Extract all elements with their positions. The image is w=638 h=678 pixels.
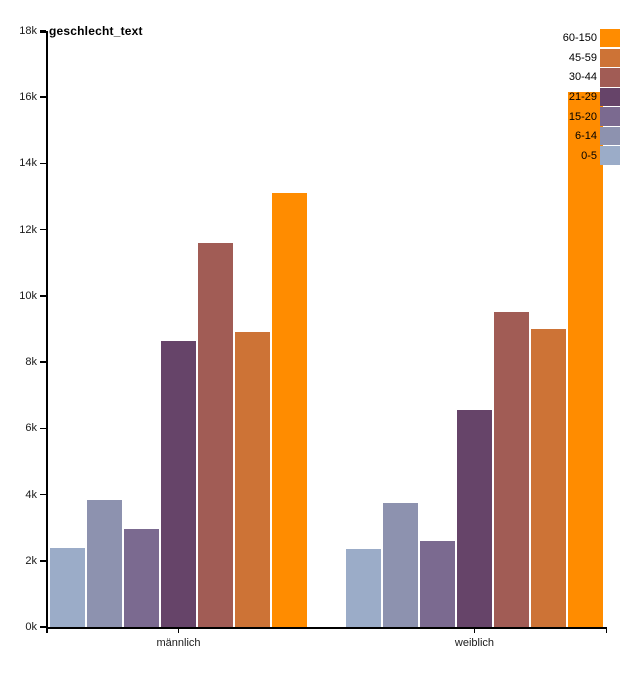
y-axis-top-tick: [40, 31, 46, 33]
y-tick-mark: [40, 96, 46, 98]
y-tick-label: 12k: [19, 223, 37, 236]
bar-männlich-15-20[interactable]: [124, 529, 159, 627]
legend-swatch: [600, 48, 620, 67]
legend-label: 45-59: [568, 51, 597, 64]
legend-item-60-150[interactable]: 60-150: [562, 29, 620, 48]
legend-label: 0-5: [581, 149, 597, 162]
legend-label: 21-29: [568, 90, 597, 103]
bar-weiblich-60-150[interactable]: [568, 92, 603, 627]
legend-item-30-44[interactable]: 30-44: [563, 68, 620, 87]
y-tick-label: 14k: [19, 157, 37, 170]
legend-label: 15-20: [568, 110, 597, 123]
bar-weiblich-15-20[interactable]: [420, 540, 455, 627]
bar-männlich-60-150[interactable]: [272, 193, 307, 627]
bar-männlich-30-44[interactable]: [198, 242, 233, 627]
y-tick-mark: [40, 361, 46, 363]
chart-title: geschlecht_text: [49, 24, 143, 38]
y-tick-label: 2k: [25, 554, 37, 567]
y-tick-label: 4k: [25, 488, 37, 501]
legend-item-21-29[interactable]: 21-29: [563, 87, 620, 107]
y-tick-label: 18k: [19, 25, 37, 37]
y-tick-mark: [40, 493, 46, 496]
bar-männlich-0-5[interactable]: [50, 547, 85, 627]
x-axis-end-tick: [605, 627, 607, 633]
legend-label: 6-14: [574, 130, 597, 143]
y-tick-mark: [40, 228, 46, 231]
legend-label: 60-150: [562, 32, 597, 45]
legend-swatch: [600, 126, 620, 146]
legend-item-15-20[interactable]: 15-20: [563, 107, 620, 126]
x-tick-mark: [473, 627, 476, 633]
legend-swatch: [600, 68, 620, 87]
legend-swatch: [600, 29, 620, 48]
y-axis: [46, 31, 48, 633]
y-tick-mark: [40, 626, 46, 628]
x-tick-mark: [177, 627, 180, 633]
y-tick-mark: [40, 560, 46, 562]
legend-item-0-5[interactable]: 0-5: [563, 146, 620, 165]
legend-item-45-59[interactable]: 45-59: [563, 48, 620, 67]
legend-swatch: [600, 146, 620, 165]
bar-männlich-45-59[interactable]: [235, 332, 270, 627]
y-tick-mark: [40, 30, 46, 32]
plot-area: 0k 2k 4k 6k 8k 10k 12k 14k 16k 18k männlich weibli…: [19, 25, 607, 649]
y-tick-label: 16k: [19, 91, 37, 104]
y-tick-label: 8k: [25, 356, 37, 369]
y-tick-label: 10k: [19, 289, 37, 302]
x-group-label-männlich: männlich: [156, 637, 201, 649]
y-tick-mark: [40, 295, 46, 297]
y-tick-mark: [40, 427, 46, 430]
legend-label: 30-44: [568, 71, 597, 84]
x-axis: [46, 627, 607, 629]
legend: 60-150 45-59 30-44 21-29 15-20 6-14 0-5: [563, 29, 620, 166]
bar-männlich-21-29[interactable]: [161, 340, 196, 627]
y-tick-label: 0k: [25, 621, 37, 633]
bar-weiblich-21-29[interactable]: [457, 410, 492, 627]
bar-weiblich-0-5[interactable]: [346, 549, 381, 627]
bar-weiblich-6-14[interactable]: [383, 502, 418, 627]
legend-swatch: [600, 107, 620, 126]
x-group-label-weiblich: weiblich: [454, 637, 495, 649]
y-tick-mark: [40, 162, 46, 165]
bar-weiblich-45-59[interactable]: [531, 329, 566, 627]
bar-männlich-6-14[interactable]: [87, 499, 122, 627]
legend-item-6-14[interactable]: 6-14: [563, 126, 620, 146]
legend-swatch: [600, 87, 620, 107]
y-tick-label: 6k: [25, 422, 37, 435]
bar-weiblich-30-44[interactable]: [494, 312, 529, 627]
